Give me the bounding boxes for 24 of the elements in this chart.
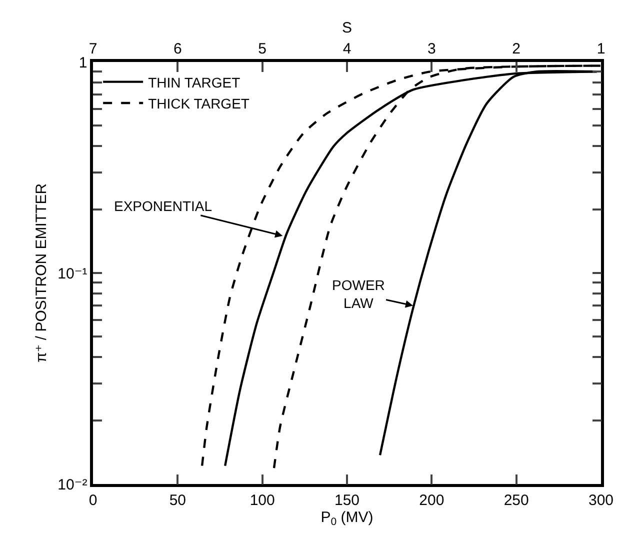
y-tick-label: 10⁻²	[58, 476, 88, 494]
x-tick-label: 200	[419, 492, 444, 509]
x2-axis-title: S	[342, 20, 352, 36]
legend-label: THICK TARGET	[148, 95, 250, 112]
y-tick-label: 10⁻¹	[58, 265, 88, 282]
annotation: POWER LAW	[332, 277, 385, 312]
x-tick-label: 50	[169, 492, 186, 509]
x-tick-label: 150	[334, 492, 360, 509]
annotation: EXPONENTIAL	[114, 198, 212, 214]
x2-tick-label: 6	[174, 40, 182, 58]
legend-label: THIN TARGET	[148, 74, 241, 90]
x-tick-label: 250	[504, 492, 529, 509]
x2-tick-label: 3	[428, 40, 436, 58]
y-axis-title: π⁺ / POSITRON EMITTER	[32, 183, 50, 363]
x-tick-label: 300	[588, 492, 614, 509]
x-tick-label: 100	[250, 492, 275, 509]
x2-tick-label: 2	[512, 40, 520, 58]
x2-tick-label: 7	[88, 40, 98, 58]
x-tick-label: 0	[88, 492, 98, 509]
x2-tick-label: 5	[258, 40, 266, 58]
x2-tick-label: 1	[596, 40, 606, 58]
x-axis-title: P$_{0}$ (MV)	[320, 508, 374, 528]
x2-tick-label: 4	[342, 40, 352, 58]
y-tick-label: 1	[78, 54, 88, 72]
